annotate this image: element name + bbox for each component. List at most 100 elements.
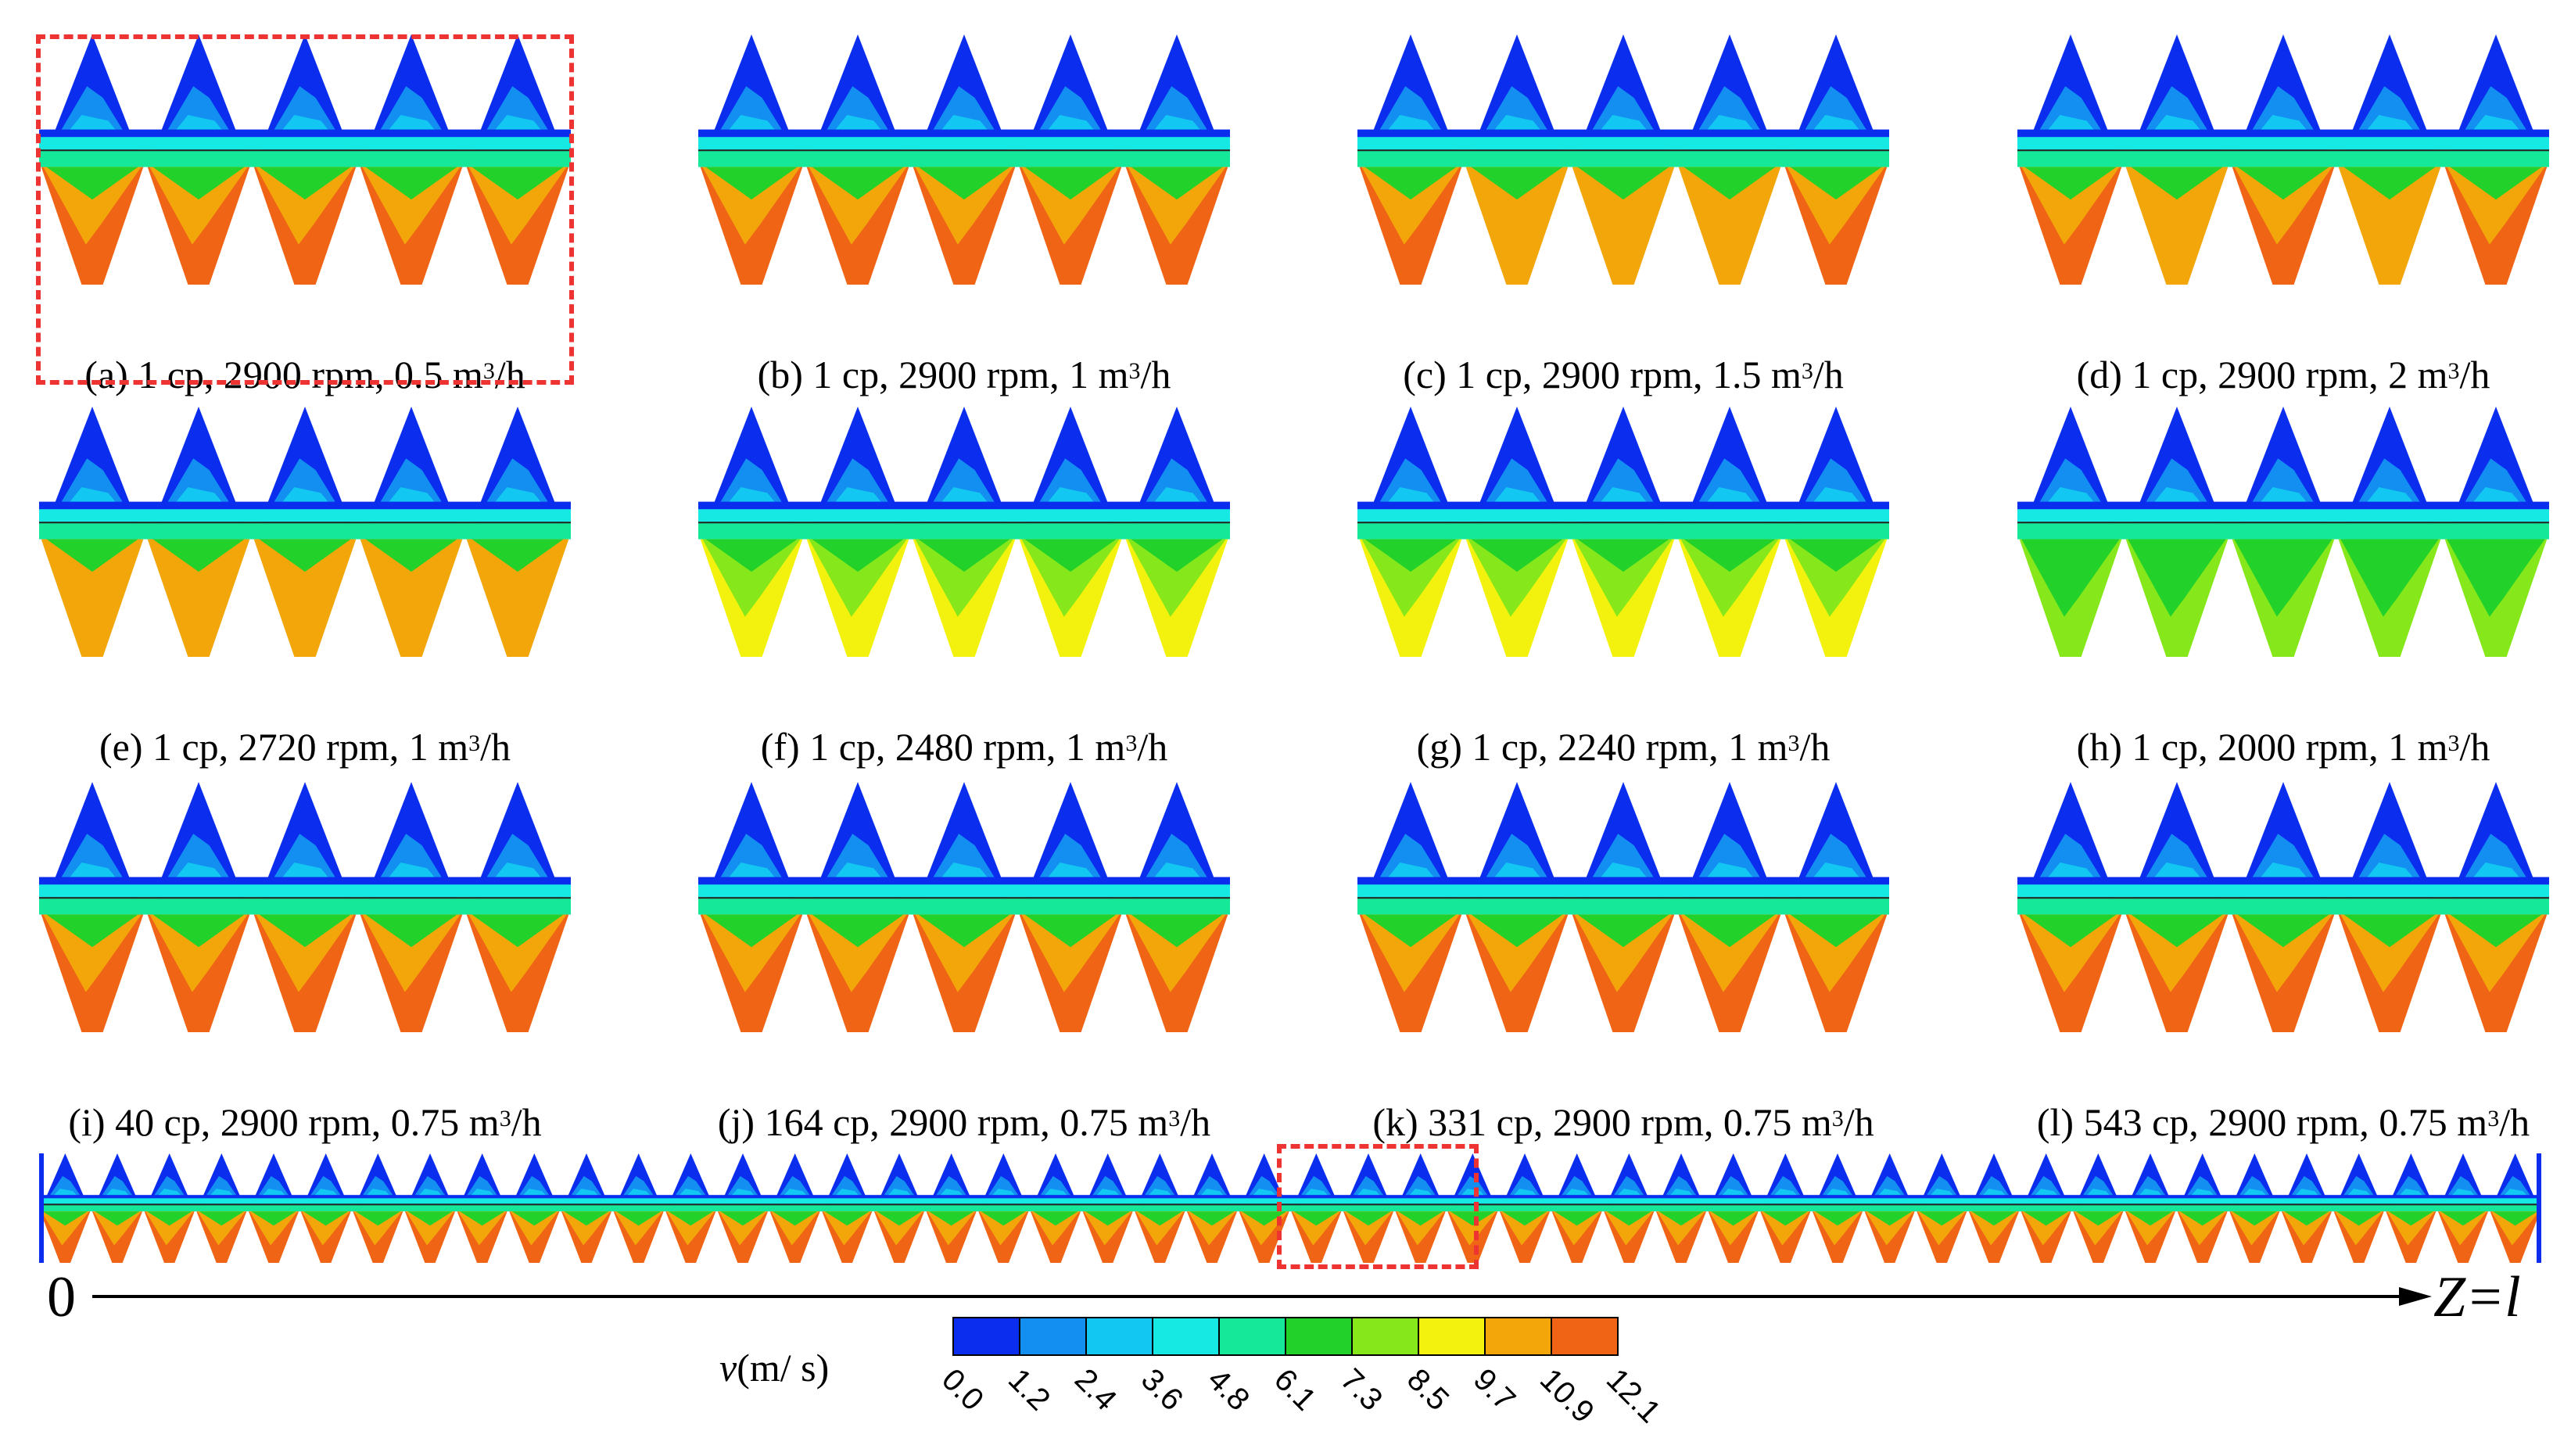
panel-f-lower-band: [702, 539, 801, 617]
panel-e-mid-band: [39, 509, 571, 522]
strip-lower-band: [720, 1211, 766, 1226]
strip-lower-band: [1397, 1211, 1445, 1246]
panel-b-lower-band: [809, 167, 907, 245]
panel-g-lower-band: [1684, 539, 1776, 572]
panel-l-lower-band: [2128, 914, 2226, 992]
panel-e-lower-band: [149, 539, 248, 617]
panel-j-lower-band: [1128, 914, 1226, 992]
strip-lower-band: [1137, 1211, 1182, 1226]
strip-lower-band: [1031, 1211, 1080, 1246]
strip-lower-band: [41, 1211, 89, 1246]
strip-lower-band: [1450, 1211, 1495, 1226]
panel-i-lower-band: [46, 914, 138, 948]
strip-lower-band: [2178, 1211, 2227, 1246]
caption-text: (i) 40 cp, 2900 rpm, 0.75 m: [68, 1100, 500, 1144]
strip-lower-band: [302, 1211, 350, 1246]
panel-c-lower-band: [1684, 167, 1776, 200]
panel-d-mid-band: [2017, 137, 2549, 150]
panel-i-lower-band: [152, 914, 245, 948]
caption-unit: /h: [1137, 725, 1168, 769]
caption-exponent: 3: [2447, 730, 2460, 756]
panel-h-lower-band: [2450, 539, 2542, 572]
panel-j-mid-band: [698, 884, 1230, 898]
panel-h-lower-band: [2340, 539, 2439, 617]
caption-text: (d) 1 cp, 2900 rpm, 2 m: [2076, 353, 2448, 396]
axis-start-label: 0: [47, 1265, 76, 1329]
caption-exponent: 3: [1831, 1106, 1844, 1131]
panel-i-lower-band: [256, 914, 354, 992]
caption-unit: /h: [1813, 353, 1844, 396]
strip-lower-band: [666, 1211, 715, 1246]
strip-lower-band: [979, 1211, 1027, 1246]
panel-c-mid-band: [1357, 137, 1889, 150]
panel-j-lower-band: [1131, 914, 1223, 948]
panel-l-lower-band: [2024, 914, 2117, 948]
panel-e-lower-band: [468, 539, 567, 617]
strip-lower-band: [199, 1211, 244, 1226]
caption-exponent: 3: [2447, 358, 2460, 384]
caption-unit: /h: [494, 353, 525, 396]
panel-caption-l: (l) 543 cp, 2900 rpm, 0.75 m3/h: [1986, 1099, 2571, 1146]
panel-b-lower-band: [918, 167, 1010, 200]
strip-lower-band: [824, 1211, 870, 1226]
strip-lower-band: [1761, 1211, 1809, 1246]
strip-lower-band: [42, 1211, 88, 1226]
panel-e-lower-band: [362, 539, 461, 617]
panel-j-lower-band: [915, 914, 1013, 992]
strip-lower-band: [1554, 1211, 1600, 1226]
colorbar-tick-label: 8.5: [1400, 1362, 1456, 1418]
panel-b-lower-band: [1128, 167, 1226, 245]
panel-j-lower-band: [1024, 914, 1117, 948]
strip-lower-band: [1135, 1211, 1184, 1246]
panel-l-mid-band: [2017, 884, 2549, 898]
strip-lower-band: [1448, 1211, 1497, 1246]
panel-k-lower-band: [1680, 914, 1779, 992]
caption-unit: /h: [2499, 1100, 2530, 1144]
contour-panel-i: [39, 782, 571, 1032]
strip-lower-band: [981, 1211, 1026, 1226]
contour-plot-k: [1357, 782, 1889, 1032]
strip-lower-band: [197, 1211, 246, 1246]
panel-c-interface-band: [1357, 149, 1889, 167]
panel-caption-c: (c) 1 cp, 2900 rpm, 1.5 m3/h: [1326, 351, 1920, 398]
panel-c-lower-band: [1468, 167, 1566, 245]
contour-plot-j: [698, 782, 1230, 1032]
colorbar-tick-label: 7.3: [1333, 1362, 1389, 1418]
panel-b-interface-band: [698, 149, 1230, 167]
caption-text: (a) 1 cp, 2900 rpm, 0.5 m: [84, 353, 483, 396]
panel-d-lower-band: [2340, 167, 2439, 245]
strip-lower-band: [1346, 1211, 1391, 1226]
contour-panel-j: [698, 782, 1230, 1032]
caption-text: (f) 1 cp, 2480 rpm, 1 m: [760, 725, 1126, 769]
caption-text: (b) 1 cp, 2900 rpm, 1 m: [757, 353, 1129, 396]
strip-lower-band: [1085, 1211, 1131, 1226]
colorbar-tick-label: 3.6: [1134, 1362, 1190, 1418]
caption-unit: /h: [2459, 353, 2490, 396]
strip-lower-band: [2126, 1211, 2175, 1246]
panel-c-lower-band: [1787, 167, 1885, 245]
panel-a-lower-band: [152, 167, 245, 200]
panel-k-interface-band: [1357, 897, 1889, 915]
panel-b-lower-band: [1024, 167, 1117, 200]
colorbar-swatch: [1418, 1317, 1486, 1356]
contour-panel-g: [1357, 407, 1889, 657]
strip-lower-band: [2439, 1211, 2487, 1246]
panel-f-lower-band: [1128, 539, 1226, 617]
strip-lower-band: [2232, 1211, 2277, 1226]
colorbar-tick-label: 4.8: [1200, 1362, 1257, 1418]
contour-panel-f: [698, 407, 1230, 657]
panel-a-mid-band: [39, 137, 571, 150]
colorbar-tick-label: 0.0: [934, 1362, 991, 1418]
panel-caption-g: (g) 1 cp, 2240 rpm, 1 m3/h: [1326, 723, 1920, 770]
panel-caption-h: (h) 1 cp, 2000 rpm, 1 m3/h: [1986, 723, 2571, 770]
colorbar-tick-label: 1.2: [1001, 1362, 1057, 1418]
highlight-box-panel-a: [36, 34, 574, 385]
panel-b-mid-band: [698, 137, 1230, 150]
strip-lower-band: [145, 1211, 194, 1246]
panel-d-lower-band: [2234, 167, 2333, 245]
colorbar-swatch: [1218, 1317, 1286, 1356]
strip-lower-band: [1502, 1211, 1547, 1226]
strip-lower-band: [2388, 1211, 2433, 1226]
panel-a-interface-band: [39, 149, 571, 167]
contour-panel-b: [698, 34, 1230, 285]
